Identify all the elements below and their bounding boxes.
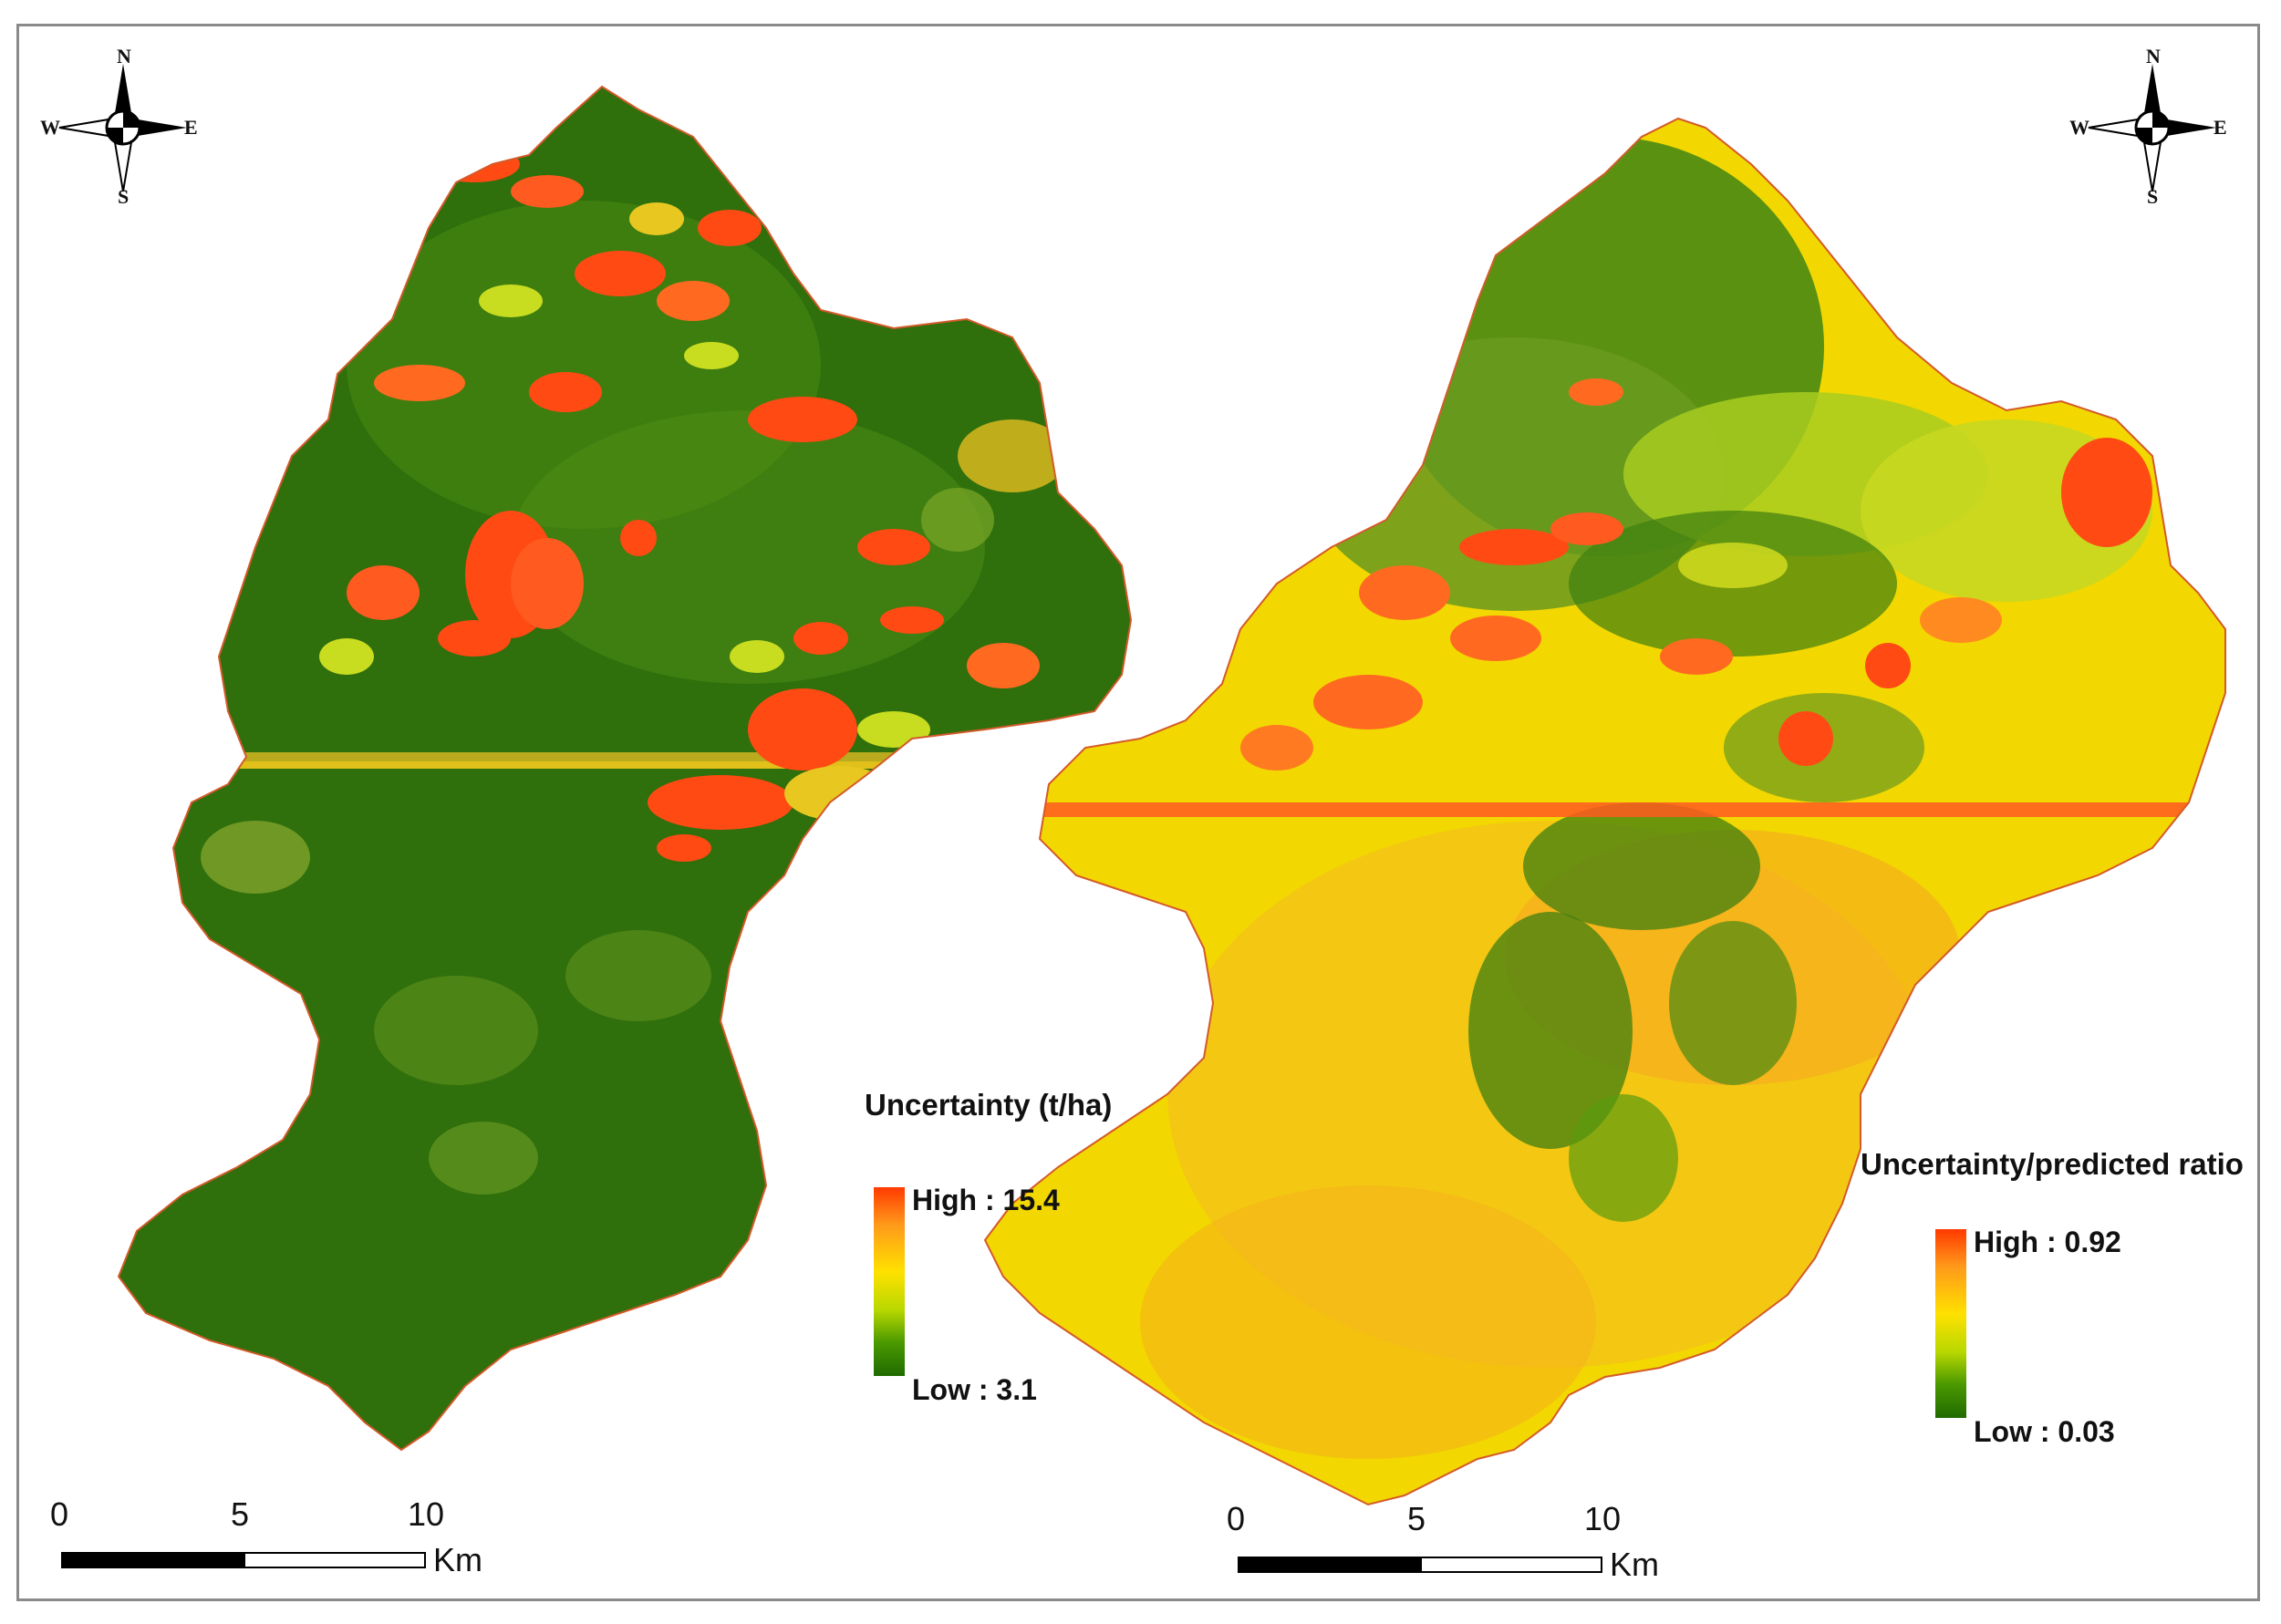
compass-west-label: W [40, 116, 60, 139]
scale-tick-10: 10 [1584, 1500, 1622, 1537]
compass-north-label: N [117, 45, 131, 67]
compass-east-label: E [2214, 116, 2227, 139]
right-legend-colorbar [1935, 1229, 1966, 1418]
scale-tick-0: 0 [50, 1495, 69, 1533]
scale-segment-white [244, 1552, 426, 1568]
compass-east-label: E [184, 116, 198, 139]
compass-south-label: S [2147, 185, 2159, 208]
scale-tick-10: 10 [408, 1495, 445, 1533]
right-map-raster [985, 119, 2225, 1505]
right-compass: N S W E [2069, 45, 2230, 208]
right-legend-low: Low : 0.03 [1974, 1415, 2115, 1448]
left-legend-high: High : 15.4 [912, 1184, 1060, 1216]
left-legend-colorbar [874, 1187, 905, 1376]
scale-tick-5: 5 [1407, 1500, 1426, 1537]
north-arrow-icon [2088, 64, 2216, 192]
right-map [984, 118, 2226, 1505]
scale-tick-0: 0 [1227, 1500, 1246, 1537]
compass-north-label: N [2146, 45, 2161, 67]
scale-segment-black [61, 1552, 244, 1568]
right-legend-high: High : 0.92 [1974, 1226, 2121, 1258]
left-hotspots [201, 146, 1067, 894]
compass-west-label: W [2069, 116, 2089, 139]
left-scale-bar: 0 5 10 Km [50, 1495, 524, 1578]
scale-tick-5: 5 [231, 1495, 250, 1533]
scale-unit: Km [1610, 1546, 1659, 1583]
left-legend-title: Uncertainty (t/ha) [865, 1088, 1113, 1122]
compass-south-label: S [118, 185, 130, 208]
scale-segment-black [1238, 1557, 1420, 1573]
right-hotspots [1240, 378, 2152, 771]
right-legend-title: Uncertainty/predicted ratio [1861, 1147, 2244, 1181]
scale-segment-white [1420, 1557, 1602, 1573]
right-scale-bar: 0 5 10 Km [1227, 1500, 1701, 1583]
left-map-raster [119, 87, 1131, 1450]
north-arrow-icon [58, 64, 187, 192]
left-map [118, 86, 1132, 1451]
left-legend-low: Low : 3.1 [912, 1373, 1037, 1406]
left-compass: N S W E [40, 45, 201, 208]
scale-unit: Km [433, 1541, 482, 1578]
